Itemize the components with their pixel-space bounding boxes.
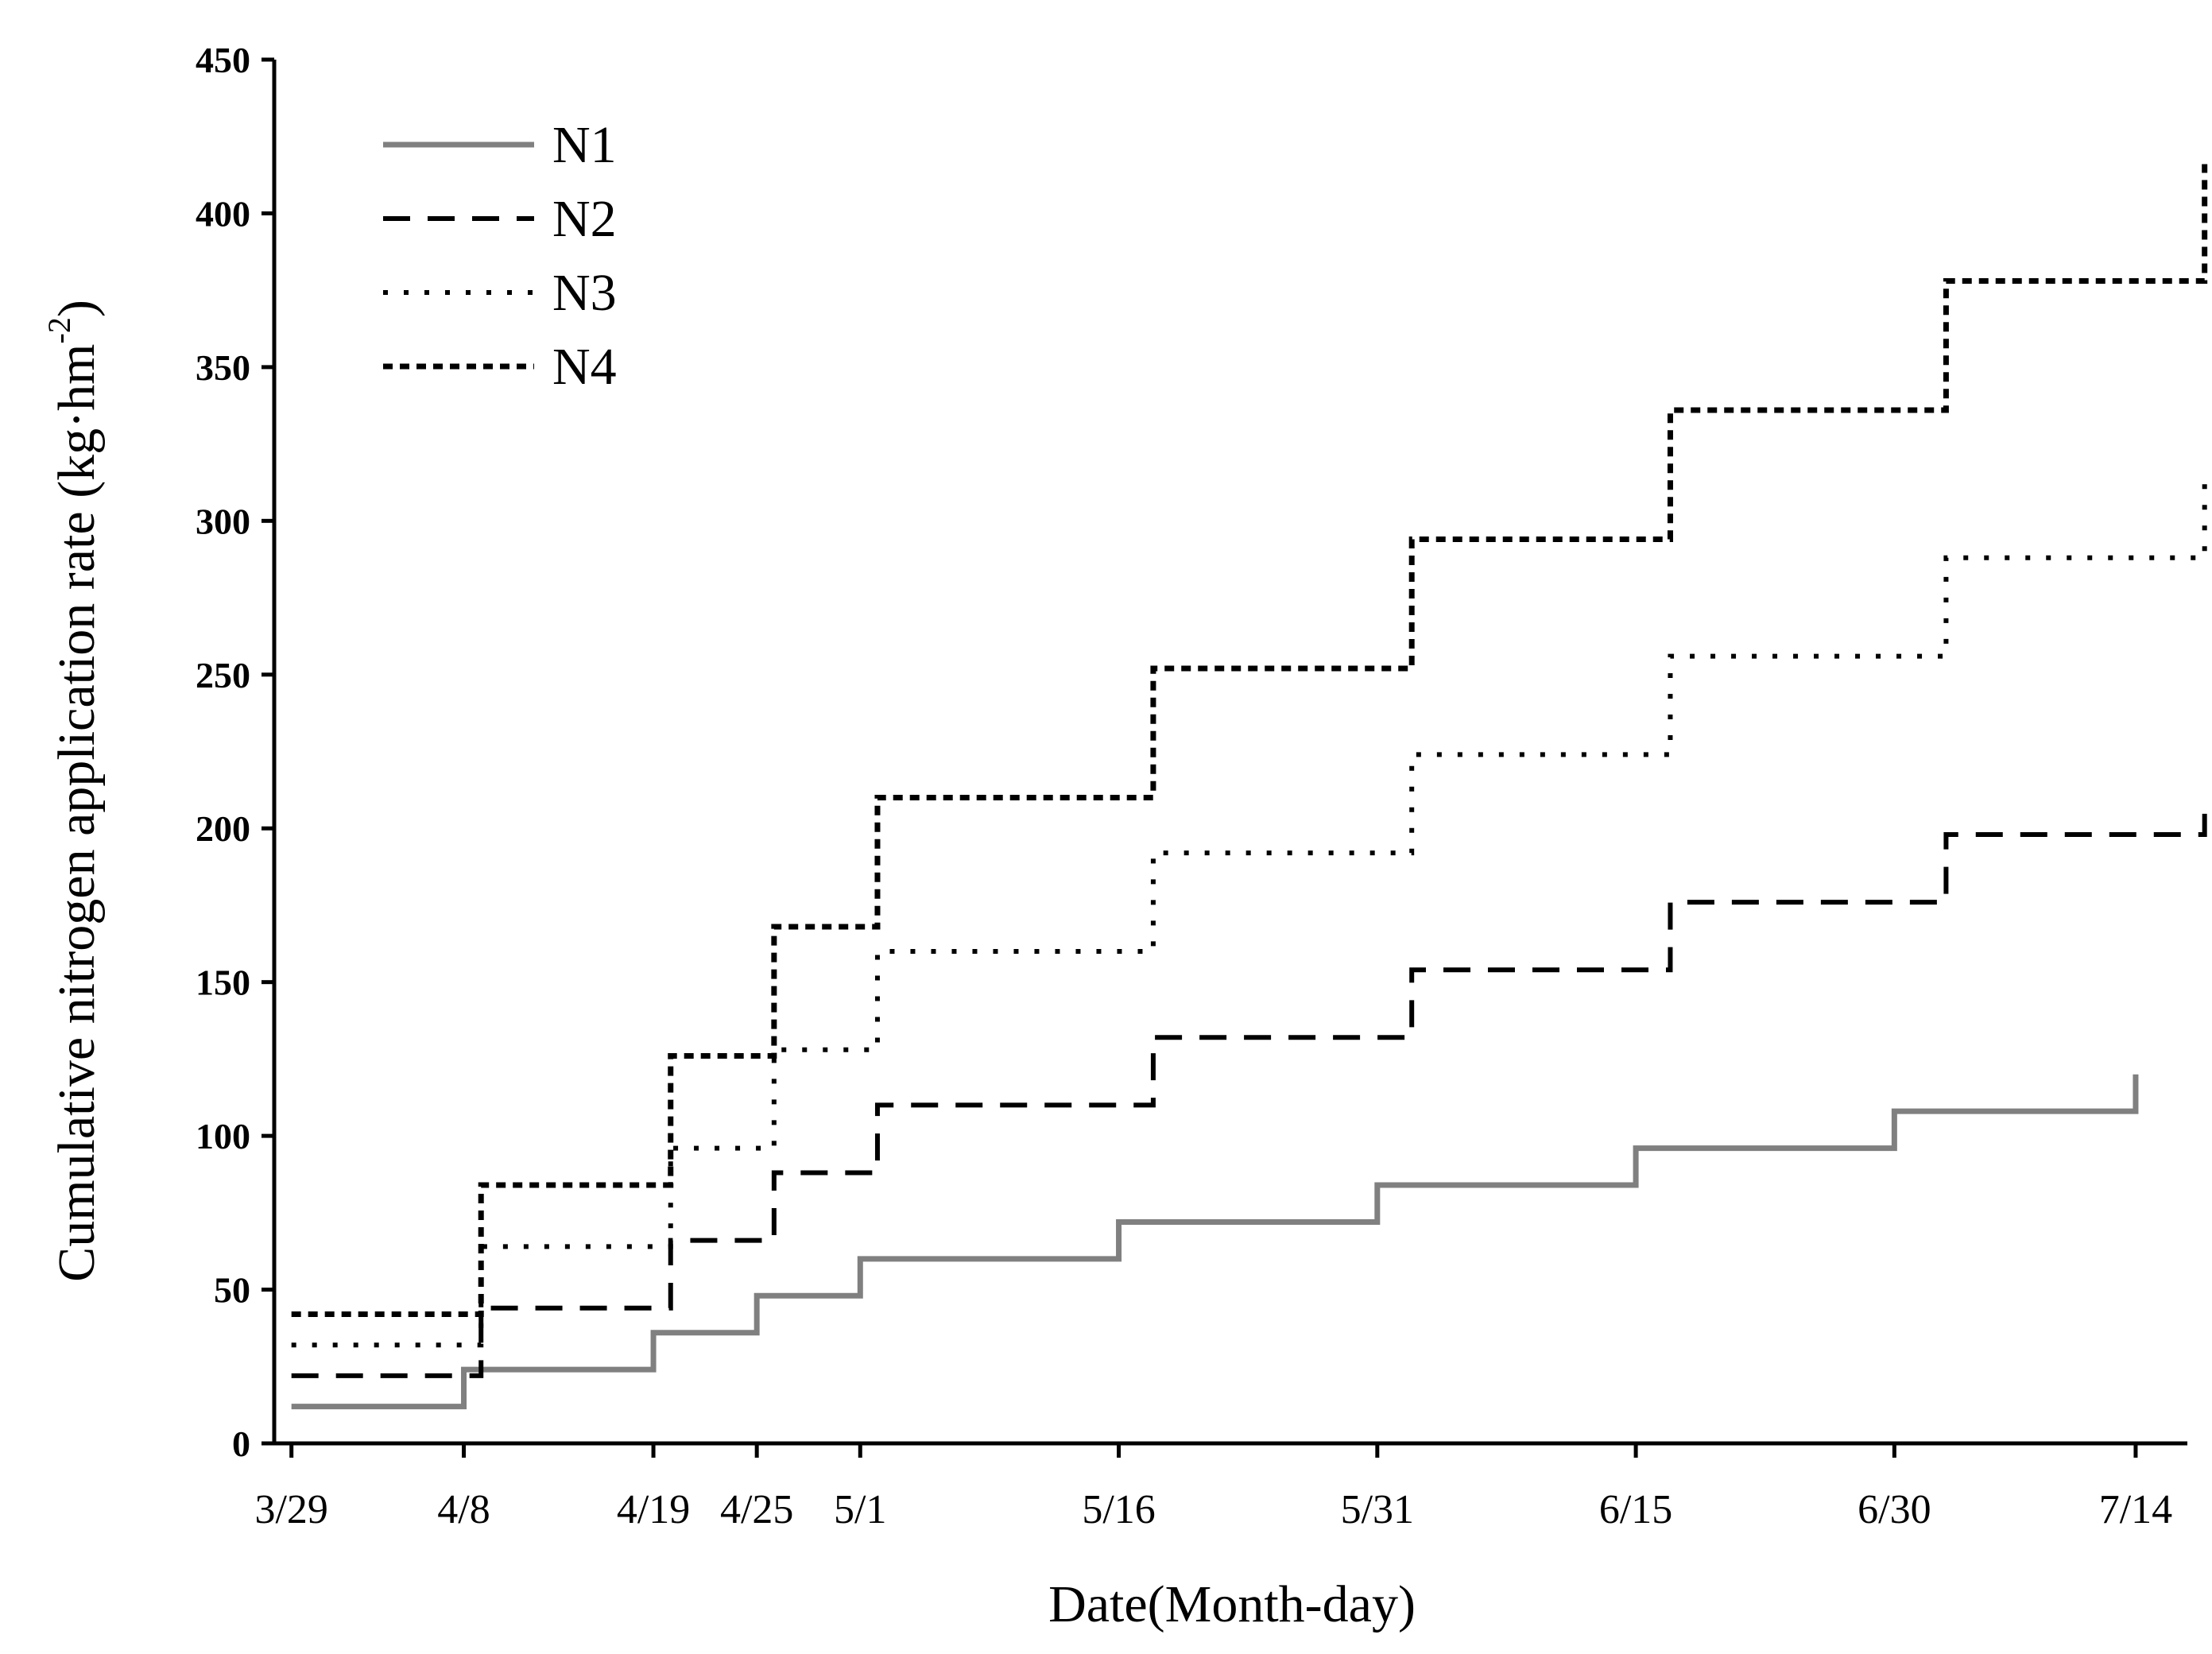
y-tick-label: 50	[214, 1270, 250, 1311]
legend-label-n2: N2	[552, 190, 617, 248]
legend: N1 N2 N3 N4	[383, 116, 617, 396]
y-axis-title-close: )	[48, 300, 106, 317]
series-line-n3	[291, 471, 2207, 1348]
x-tick-label: 4/8	[437, 1487, 490, 1532]
y-tick-label: 150	[196, 963, 250, 1003]
axes	[272, 60, 2187, 1446]
legend-label-n1: N1	[552, 116, 617, 174]
series-line-n2	[291, 800, 2207, 1378]
x-tick-label: 6/15	[1599, 1487, 1672, 1532]
x-tick-label: 3/29	[254, 1487, 327, 1532]
y-axis-title-superscript: -2	[41, 317, 77, 343]
x-tick-label: 5/31	[1341, 1487, 1414, 1532]
series-line-n4	[291, 164, 2208, 1318]
y-tick-label: 100	[196, 1116, 250, 1156]
legend-label-n4: N4	[552, 338, 617, 396]
x-tick-label: 5/1	[834, 1487, 886, 1532]
legend-label-n3: N3	[552, 264, 617, 322]
series-line-n1	[291, 1074, 2139, 1410]
y-tick-label: 0	[232, 1424, 250, 1464]
y-tick-label: 250	[196, 655, 250, 695]
y-tick-label: 400	[196, 193, 250, 234]
y-tick-label: 300	[196, 501, 250, 541]
y-tick-label: 350	[196, 347, 250, 388]
x-tick-label: 4/25	[720, 1487, 793, 1532]
series-layer	[291, 164, 2208, 1410]
x-tick-label: 6/30	[1858, 1487, 1931, 1532]
y-tick-label: 450	[196, 40, 250, 80]
x-tick-label: 4/19	[617, 1487, 690, 1532]
x-tick-label: 7/14	[2099, 1487, 2172, 1532]
y-ticks: 0 50 100 150 200 250 300 350 400 450	[196, 40, 274, 1464]
x-tick-label: 5/16	[1082, 1487, 1155, 1532]
y-axis-title: Cumulative nitrogen application rate (kg…	[41, 300, 106, 1282]
x-axis-title: Date(Month-day)	[1048, 1575, 1416, 1633]
y-axis-title-main: Cumulative nitrogen application rate (kg…	[48, 343, 106, 1281]
x-ticks: 3/29 4/8 4/19 4/25 5/1 5/16 5/31 6/15 6/30 7/14	[254, 1443, 2172, 1532]
y-tick-label: 200	[196, 808, 250, 849]
